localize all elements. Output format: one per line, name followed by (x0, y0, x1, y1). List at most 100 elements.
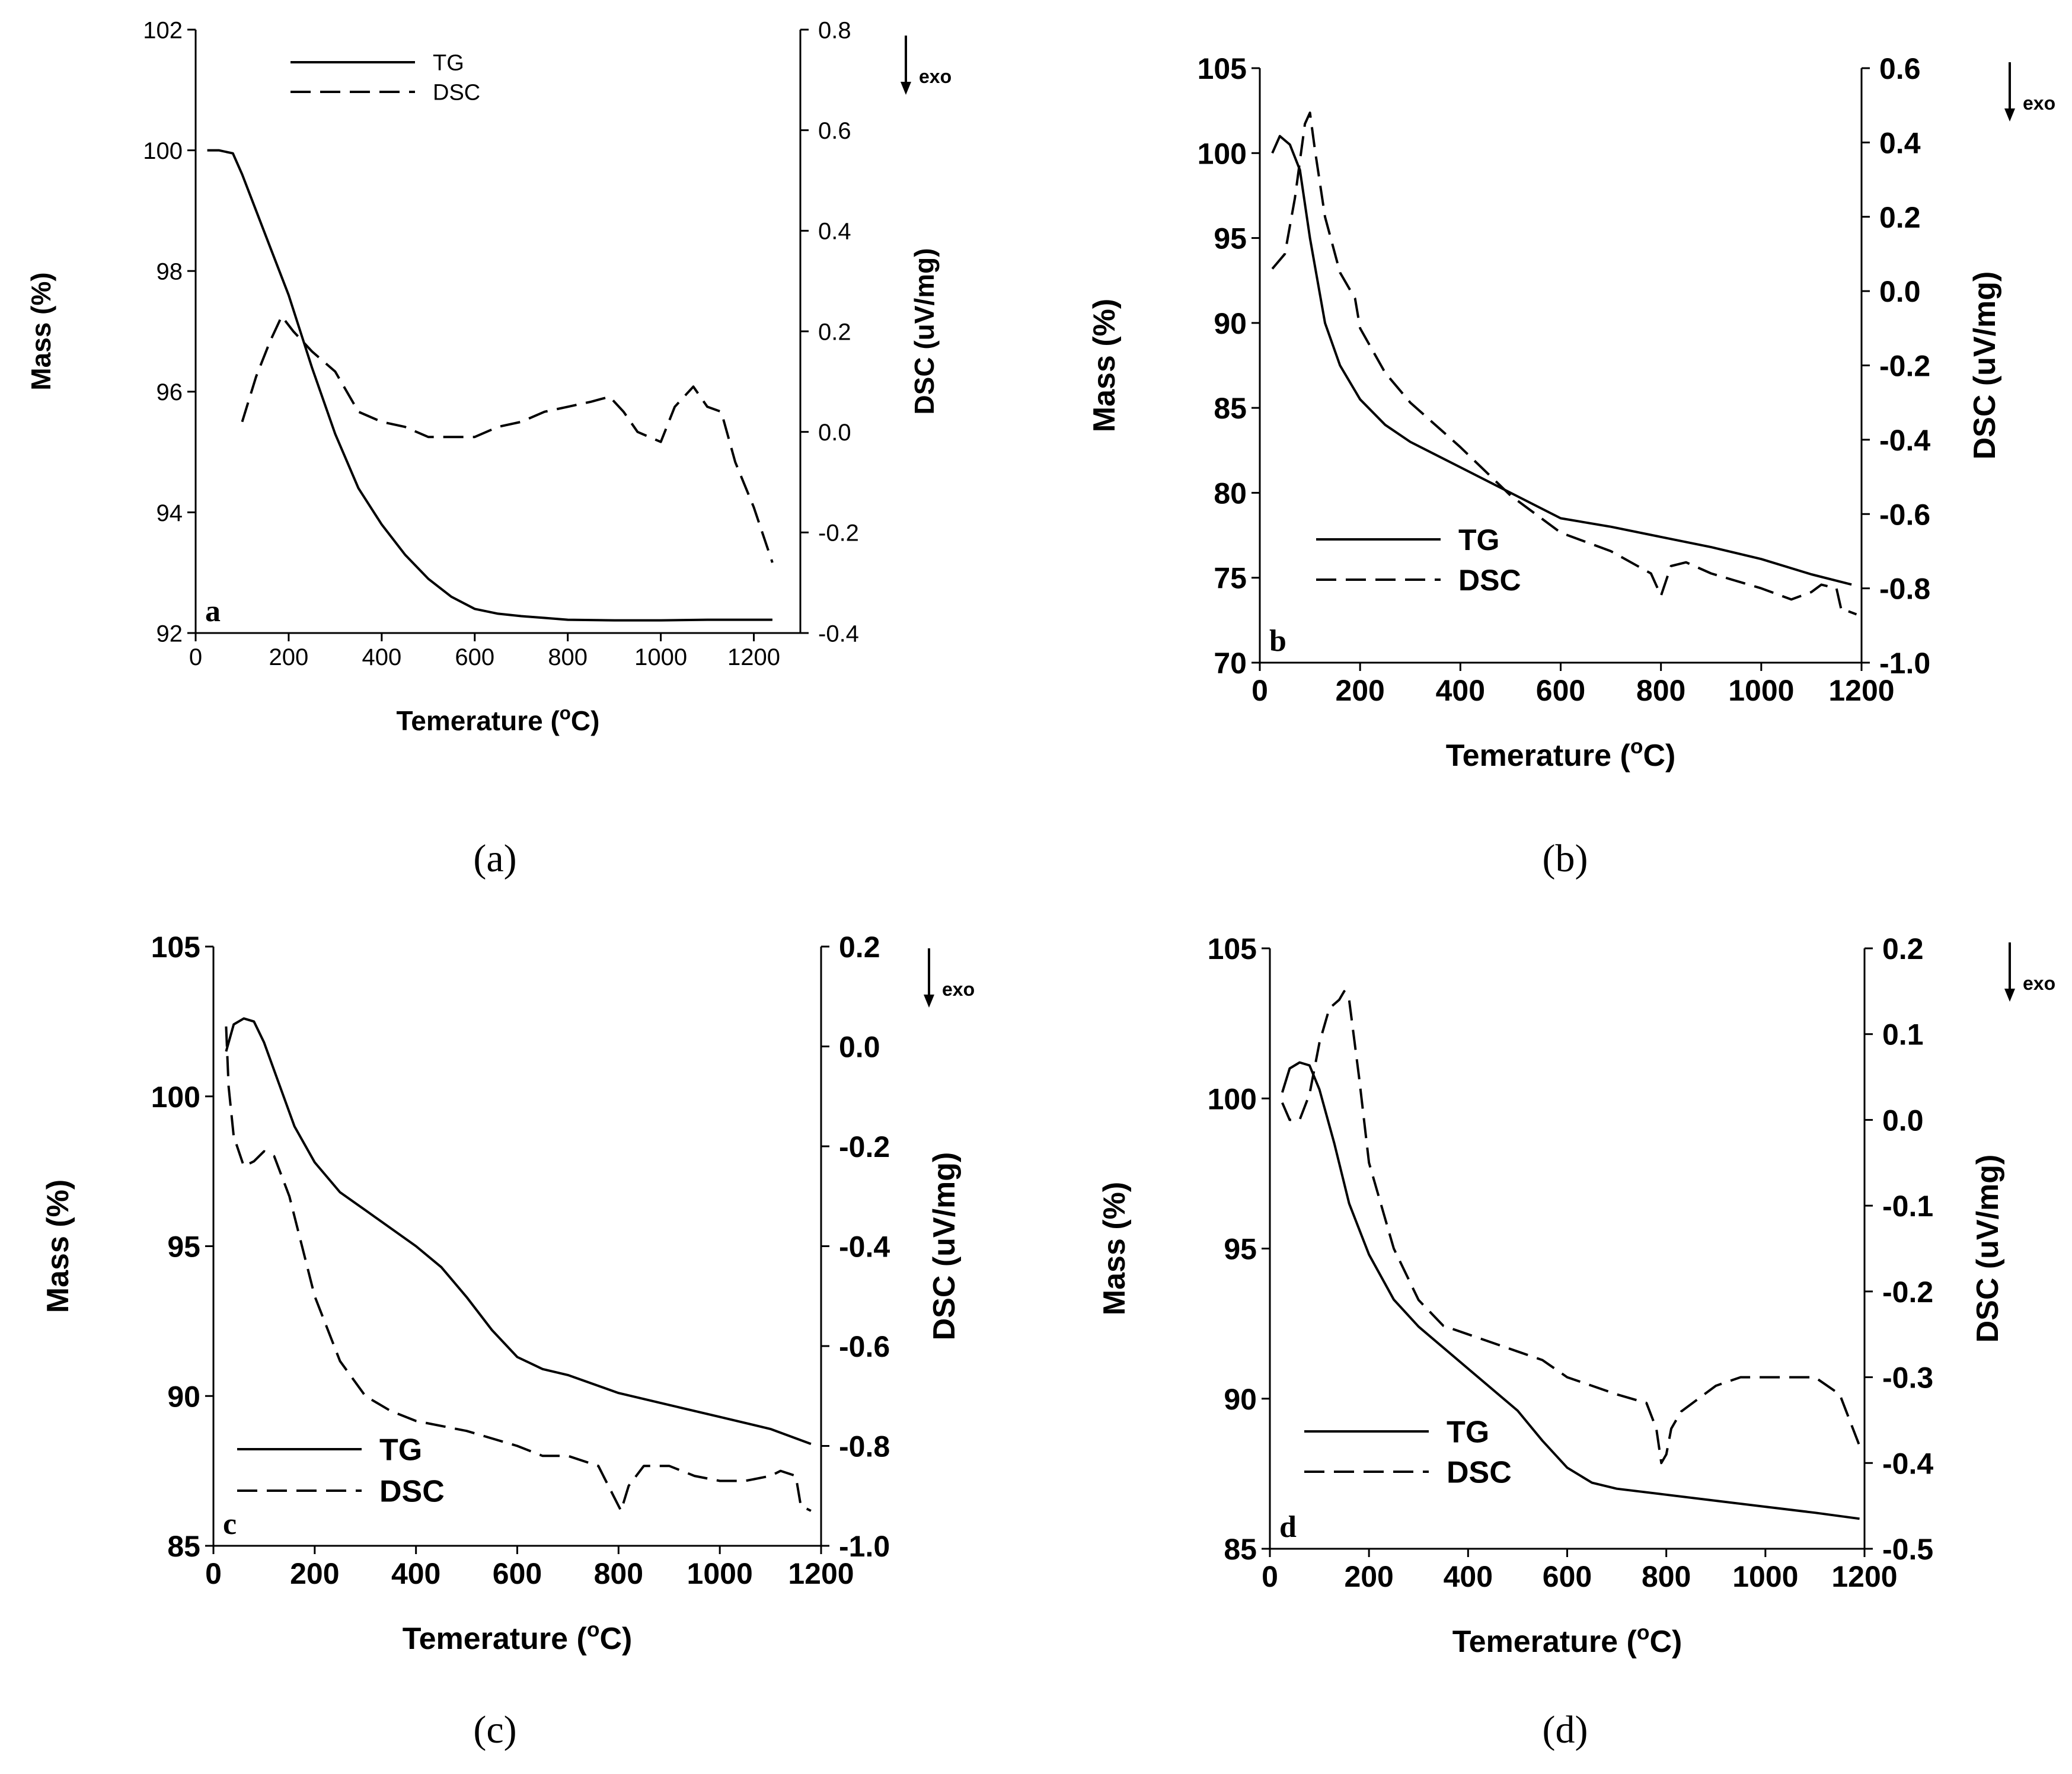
exo-label: exo (2023, 973, 2055, 994)
y2-axis-label: DSC (uV/mg) (927, 1152, 962, 1341)
y2-tick-label: -0.2 (1882, 1276, 1933, 1309)
y2-tick-label: 0.0 (818, 420, 851, 446)
x-tick-label: 600 (493, 1557, 542, 1590)
x-axis-label-unit: C) (1649, 1625, 1682, 1659)
y2-tick-label: 0.2 (818, 319, 851, 345)
x-tick-label: 1200 (788, 1557, 854, 1590)
chart-panel-c: 0 200 400 600 800 1000 1200 85 90 95 100 105 -1.0 -0.… (41, 931, 975, 1751)
x-axis-label-degree: o (560, 703, 571, 724)
x-axis-label: Temerature (oC) (1446, 735, 1676, 773)
y-tick-label: 85 (1214, 392, 1247, 425)
x-tick-label: 200 (1344, 1560, 1393, 1593)
x-tick-label: 0 (205, 1557, 222, 1590)
panel-tag: d (1279, 1510, 1297, 1544)
y-tick-label: 90 (167, 1380, 200, 1413)
x-tick-label: 200 (269, 644, 309, 670)
x-axis-label-degree: o (1630, 735, 1643, 758)
legend-label-tg: TG (433, 51, 464, 76)
x-axis-label-degree: o (1637, 1621, 1650, 1644)
y-tick-label: 85 (1224, 1533, 1257, 1566)
legend-label-tg: TG (1447, 1415, 1489, 1450)
x-tick-label: 800 (1642, 1560, 1691, 1593)
x-tick-label: 1200 (1828, 674, 1894, 707)
x-tick-label: 1000 (1732, 1560, 1798, 1593)
y-tick-label: 70 (1214, 647, 1247, 680)
y-axis-label: Mass (%) (25, 272, 56, 390)
panel-tag: c (223, 1507, 237, 1541)
panel-tag: b (1269, 624, 1286, 658)
exo-label: exo (919, 66, 952, 87)
y-tick-label: 75 (1214, 562, 1247, 595)
x-tick-label: 600 (455, 644, 494, 670)
y-axis-label: Mass (%) (41, 1180, 75, 1313)
y2-tick-label: 0.0 (839, 1031, 880, 1064)
y-tick-label: 94 (157, 500, 183, 526)
y-tick-label: 105 (1208, 932, 1257, 966)
series-line-tg (1271, 135, 1852, 586)
y-tick-label: 95 (1214, 222, 1247, 255)
series-line-tg (1281, 1061, 1860, 1520)
y-tick-label: 102 (143, 17, 183, 43)
y2-tick-label: 0.1 (1882, 1018, 1924, 1051)
y2-tick-label: -0.8 (1879, 573, 1930, 606)
y2-axis-label: DSC (uV/mg) (1968, 271, 2002, 460)
y2-tick-label: 0.4 (818, 219, 851, 245)
y2-tick-label: 0.0 (1882, 1104, 1924, 1137)
x-tick-label: 200 (1335, 674, 1384, 707)
y2-tick-label: -0.1 (1882, 1190, 1933, 1223)
y2-tick-label: 0.6 (818, 118, 851, 144)
y-tick-label: 80 (1214, 477, 1247, 510)
y2-axis-label: DSC (uV/mg) (909, 248, 940, 414)
y-axis-label: Mass (%) (1087, 299, 1122, 432)
chart-panel-d: 0 200 400 600 800 1000 1200 85 90 95 100 105 -0.5 -0.… (1097, 932, 2055, 1751)
y-tick-label: 95 (1224, 1233, 1257, 1266)
x-axis-label: Temerature (oC) (403, 1618, 633, 1656)
y2-tick-label: -0.4 (839, 1230, 890, 1264)
x-axis-label-unit: C) (599, 1622, 632, 1656)
panel-caption: (c) (473, 1708, 516, 1751)
y2-axis-label: DSC (uV/mg) (1971, 1155, 2005, 1343)
x-tick-label: 1000 (1728, 674, 1794, 707)
y-tick-label: 105 (151, 931, 200, 964)
y2-tick-label: -0.4 (1882, 1447, 1933, 1480)
exo-arrowhead-icon (924, 995, 934, 1008)
x-axis-label-unit: C) (571, 705, 600, 736)
y2-tick-label: 0.6 (1879, 52, 1921, 85)
y2-tick-label: 0.2 (1879, 201, 1921, 234)
x-tick-label: 400 (1444, 1560, 1493, 1593)
y-tick-label: 95 (167, 1230, 200, 1264)
legend-label-dsc: DSC (1458, 564, 1521, 597)
legend-label-dsc: DSC (1447, 1456, 1512, 1490)
x-axis-label-text: Temerature ( (1452, 1625, 1637, 1659)
legend-label-dsc: DSC (379, 1475, 445, 1509)
x-tick-label: 0 (1251, 674, 1268, 707)
x-tick-label: 400 (362, 644, 401, 670)
x-tick-label: 400 (391, 1557, 440, 1590)
x-tick-label: 1000 (634, 644, 687, 670)
y2-tick-label: -0.5 (1882, 1533, 1933, 1566)
x-tick-label: 600 (1543, 1560, 1592, 1593)
y2-tick-label: -0.6 (1879, 498, 1930, 531)
y-tick-label: 105 (1198, 52, 1247, 85)
panel-caption: (d) (1543, 1708, 1588, 1751)
y2-tick-label: -0.6 (839, 1330, 890, 1363)
exo-label: exo (942, 979, 975, 1000)
y2-tick-label: -0.3 (1882, 1361, 1933, 1395)
x-axis-label-text: Temerature ( (397, 705, 560, 736)
x-tick-label: 600 (1536, 674, 1585, 707)
y2-tick-label: -0.4 (1879, 424, 1930, 457)
x-axis-label-degree: o (587, 1618, 600, 1641)
x-tick-label: 1200 (1831, 1560, 1897, 1593)
y2-tick-label: -0.2 (839, 1130, 890, 1164)
x-axis-label-text: Temerature ( (1446, 739, 1631, 773)
x-tick-label: 0 (1262, 1560, 1278, 1593)
x-tick-label: 400 (1436, 674, 1485, 707)
x-tick-label: 800 (1636, 674, 1685, 707)
y2-tick-label: 0.2 (839, 931, 880, 964)
x-tick-label: 800 (594, 1557, 643, 1590)
x-tick-label: 200 (290, 1557, 339, 1590)
y2-tick-label: -0.2 (1879, 350, 1930, 383)
x-tick-label: 0 (189, 644, 202, 670)
series-line-tg (225, 1017, 812, 1445)
